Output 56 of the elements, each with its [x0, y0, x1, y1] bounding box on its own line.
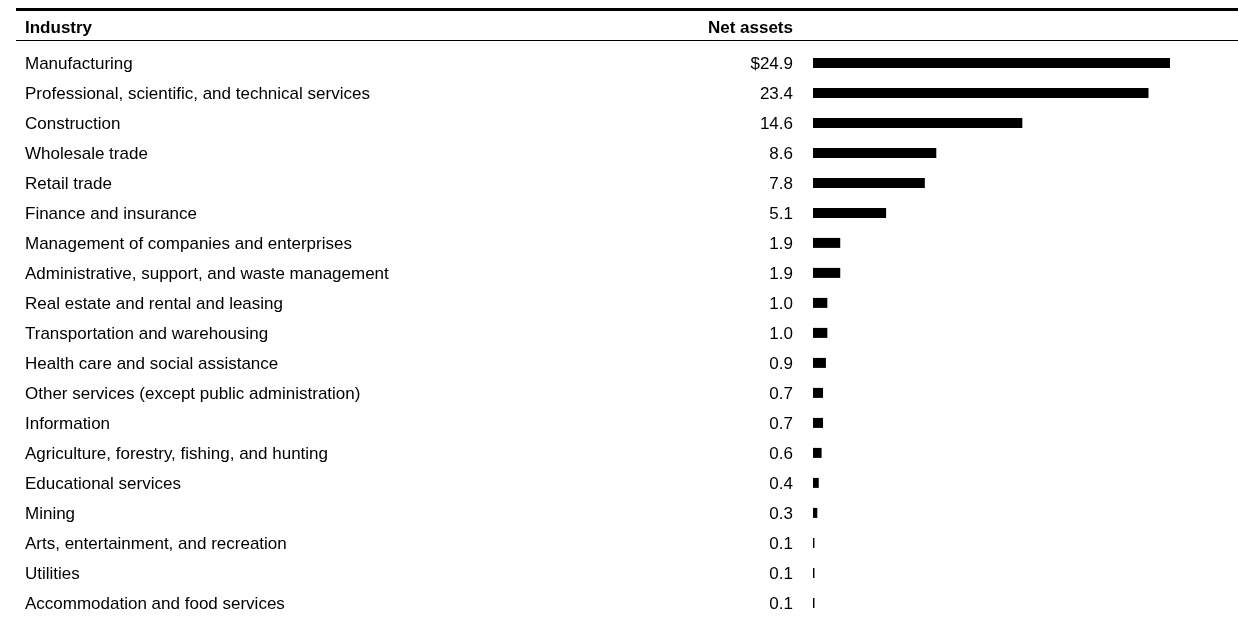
data-label: 23.4: [759, 83, 793, 103]
bar: [813, 447, 822, 458]
data-label: 1.0: [769, 323, 793, 343]
bar: [813, 417, 824, 428]
bar: [813, 387, 824, 398]
data-label: 1.9: [769, 263, 793, 283]
y-axis-title: Industry: [25, 18, 93, 38]
y-tick-label: Health care and social assistance: [25, 354, 279, 373]
y-tick-label: Wholesale trade: [25, 144, 148, 163]
x-axis-title: Net assets: [706, 18, 793, 38]
data-label: 0.6: [769, 443, 793, 463]
data-label: 1.9: [769, 233, 793, 253]
data-label: 8.6: [769, 143, 793, 163]
data-label: 0.3: [769, 503, 793, 523]
bar: [813, 507, 818, 518]
y-tick-label: Construction: [25, 114, 121, 133]
data-label: 14.6: [759, 113, 793, 133]
y-tick-label: Educational services: [25, 474, 181, 493]
bar: [813, 207, 887, 218]
data-label: 0.9: [769, 353, 793, 373]
data-label: 0.1: [769, 563, 793, 583]
data-label: 7.8: [769, 173, 793, 193]
bar: [813, 297, 828, 308]
bar: [813, 477, 819, 488]
data-label: 0.7: [769, 383, 793, 403]
data-label: 0.4: [769, 473, 793, 493]
y-tick-label: Retail trade: [25, 174, 112, 193]
data-label: 0.7: [769, 413, 793, 433]
bar: [813, 57, 1170, 68]
y-tick-label: Management of companies and enterprises: [25, 234, 352, 253]
bar: [813, 177, 925, 188]
y-tick-label: Finance and insurance: [25, 204, 198, 223]
data-label: 0.1: [769, 593, 793, 613]
y-tick-label: Professional, scientific, and technical services: [25, 84, 370, 103]
bar: [813, 87, 1149, 98]
y-tick-label: Manufacturing: [25, 54, 133, 73]
y-tick-label: Agriculture, forestry, fishing, and hunting: [25, 444, 329, 463]
y-tick-label: Other services (except public administration): [25, 384, 361, 403]
bar: [813, 357, 826, 368]
bar: [813, 327, 828, 338]
y-tick-label: Information: [25, 414, 111, 433]
y-tick-label: Real estate and rental and leasing: [25, 294, 284, 313]
y-tick-label: Mining: [25, 504, 76, 523]
bar: [813, 117, 1023, 128]
data-label: 1.0: [769, 293, 793, 313]
y-tick-label: Accommodation and food services: [25, 594, 285, 613]
y-tick-label: Administrative, support, and waste management: [25, 264, 390, 283]
bar: [813, 237, 841, 248]
data-label: 5.1: [769, 203, 793, 223]
data-label: $24.9: [750, 53, 793, 73]
bar: [813, 267, 841, 278]
bar: [813, 147, 937, 158]
y-tick-label: Arts, entertainment, and recreation: [25, 534, 287, 553]
y-tick-label: Utilities: [25, 564, 80, 583]
y-tick-label: Transportation and warehousing: [25, 324, 269, 343]
data-label: 0.1: [769, 533, 793, 553]
